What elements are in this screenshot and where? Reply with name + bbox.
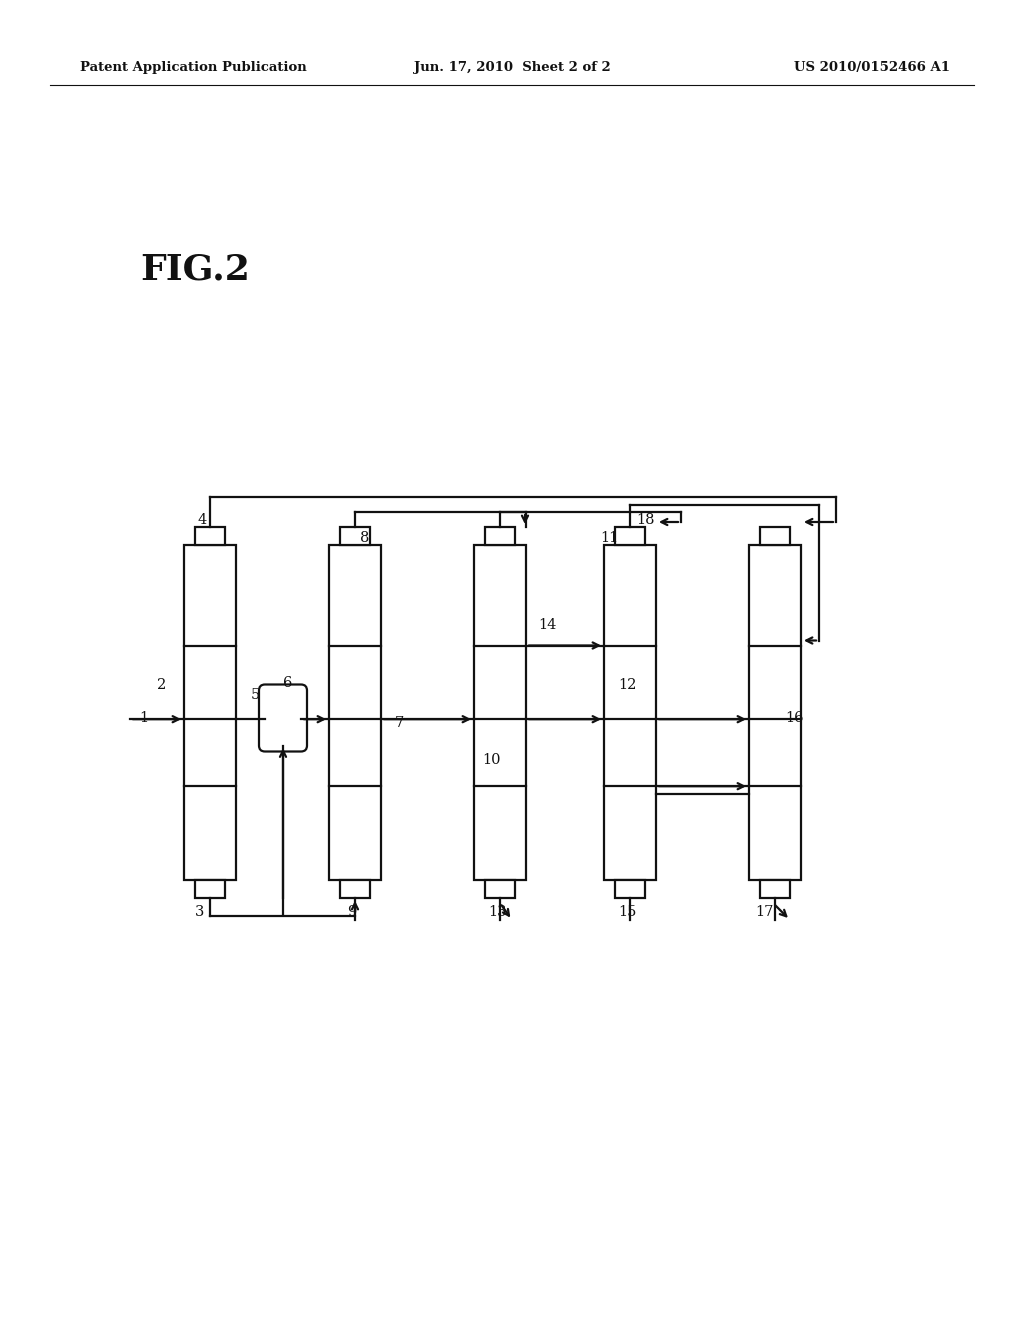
- Text: 18: 18: [636, 513, 654, 527]
- Text: 4: 4: [198, 513, 207, 527]
- FancyBboxPatch shape: [259, 685, 307, 751]
- Bar: [340, 527, 370, 545]
- Bar: [749, 545, 801, 880]
- Text: 15: 15: [618, 906, 636, 919]
- Bar: [329, 545, 381, 880]
- Text: 6: 6: [283, 676, 293, 690]
- Text: 11: 11: [600, 531, 618, 545]
- Text: Patent Application Publication: Patent Application Publication: [80, 62, 307, 74]
- Bar: [485, 527, 515, 545]
- Bar: [615, 880, 645, 898]
- Bar: [474, 545, 526, 880]
- Bar: [340, 880, 370, 898]
- Bar: [615, 527, 645, 545]
- Text: 8: 8: [360, 531, 370, 545]
- Bar: [195, 527, 225, 545]
- Text: 5: 5: [251, 688, 260, 702]
- Text: 13: 13: [488, 906, 507, 919]
- Text: 12: 12: [618, 678, 636, 692]
- Text: 14: 14: [538, 618, 556, 632]
- Text: 9: 9: [347, 906, 356, 919]
- Text: 1: 1: [139, 711, 148, 725]
- Bar: [195, 880, 225, 898]
- Bar: [485, 880, 515, 898]
- Text: US 2010/0152466 A1: US 2010/0152466 A1: [794, 62, 950, 74]
- Bar: [760, 527, 790, 545]
- Bar: [604, 545, 656, 880]
- Bar: [760, 880, 790, 898]
- Text: 7: 7: [395, 715, 404, 730]
- Text: 10: 10: [482, 752, 501, 767]
- Text: FIG.2: FIG.2: [140, 253, 250, 286]
- Text: 17: 17: [755, 906, 773, 919]
- Text: 3: 3: [195, 906, 205, 919]
- Text: 2: 2: [157, 678, 166, 692]
- Text: 16: 16: [785, 711, 804, 725]
- Bar: [184, 545, 236, 880]
- Text: Jun. 17, 2010  Sheet 2 of 2: Jun. 17, 2010 Sheet 2 of 2: [414, 62, 610, 74]
